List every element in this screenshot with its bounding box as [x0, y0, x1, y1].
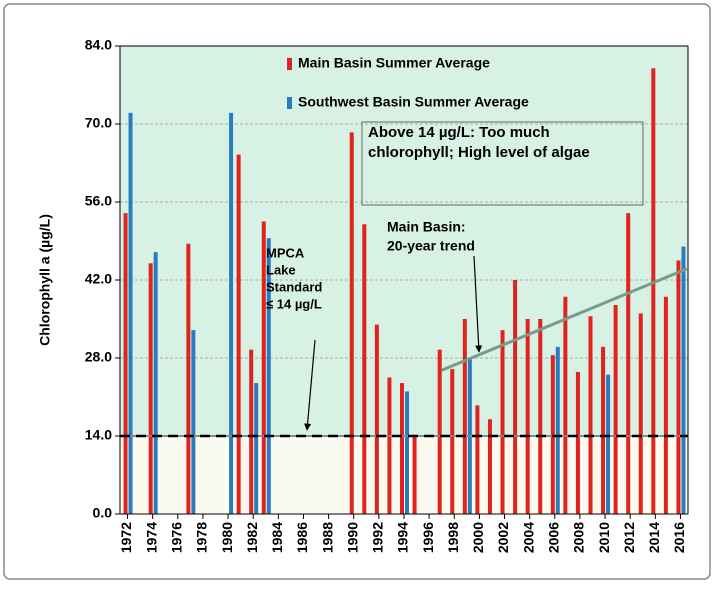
bar — [613, 305, 618, 514]
bar — [186, 243, 191, 515]
x-tick-label: 1982 — [244, 522, 260, 553]
bar — [405, 391, 409, 514]
legend-label: Southwest Basin Summer Average — [298, 94, 529, 110]
bar — [555, 346, 560, 514]
bar — [249, 349, 254, 514]
y-tick-label: 70.0 — [85, 115, 112, 131]
y-tick-label: 0.0 — [93, 505, 113, 521]
bar — [606, 374, 611, 514]
bar — [254, 383, 259, 514]
plot-upper — [120, 46, 688, 436]
bar — [626, 213, 631, 514]
trend-line — [441, 267, 688, 372]
standard-arrow — [303, 339, 316, 431]
x-tick-label: 2000 — [470, 522, 486, 553]
x-tick-label: 1972 — [118, 522, 134, 553]
x-tick-label: 1988 — [319, 522, 335, 553]
y-tick-label: 28.0 — [85, 349, 112, 365]
trend-arrow — [473, 255, 483, 353]
bar — [191, 330, 196, 514]
x-tick-label: 1976 — [169, 522, 185, 553]
bar — [462, 319, 467, 514]
y-tick-label: 56.0 — [85, 193, 112, 209]
bar — [412, 436, 417, 514]
bar — [500, 330, 505, 514]
bar — [229, 112, 234, 514]
x-tick-label: 1996 — [420, 522, 436, 553]
annotation-text: Above 14 µg/L: Too much — [368, 124, 550, 141]
bar — [400, 383, 404, 514]
annotation-text: chlorophyll; High level of algae — [368, 144, 590, 161]
bar — [349, 132, 354, 514]
y-tick-label: 84.0 — [85, 37, 112, 53]
bar — [563, 296, 568, 514]
bar — [374, 324, 379, 514]
bar — [362, 224, 367, 515]
legend-swatch — [287, 97, 292, 109]
plot-border — [119, 45, 689, 515]
standard-label: ≤ 14 µg/L — [266, 296, 322, 311]
bar — [651, 68, 656, 515]
x-tick-label: 1986 — [294, 522, 310, 553]
y-tick-label: 14.0 — [85, 427, 112, 443]
bar — [261, 221, 266, 514]
bar — [236, 154, 241, 514]
y-axis-label: Chlorophyll a (µg/L) — [37, 214, 53, 346]
x-tick-label: 2008 — [571, 522, 587, 553]
annotation-box — [361, 121, 644, 206]
standard-label: MPCA — [266, 245, 305, 260]
x-tick-label: 1984 — [269, 522, 285, 553]
bar — [681, 246, 686, 515]
bar — [638, 313, 643, 514]
legend-label: Main Basin Summer Average — [298, 55, 490, 71]
trend-label: 20-year trend — [387, 238, 475, 254]
bar — [153, 252, 158, 514]
bar — [663, 296, 668, 514]
x-tick-label: 1998 — [445, 522, 461, 553]
bar — [601, 346, 606, 514]
bar — [266, 238, 271, 514]
bar — [538, 319, 543, 514]
bar — [450, 369, 455, 514]
x-tick-label: 1974 — [143, 522, 159, 553]
x-tick-label: 1992 — [370, 522, 386, 553]
x-tick-label: 1978 — [194, 522, 210, 553]
bar — [525, 319, 530, 514]
bar — [487, 419, 492, 514]
standard-label: Lake — [266, 262, 296, 277]
bar — [437, 349, 442, 514]
x-tick-label: 2002 — [495, 522, 511, 553]
x-tick-label: 1990 — [344, 522, 360, 553]
legend-swatch — [287, 58, 292, 70]
bar — [513, 280, 518, 514]
x-tick-label: 1994 — [395, 522, 411, 553]
bar — [148, 263, 153, 514]
bar — [588, 316, 593, 514]
bar — [123, 213, 128, 514]
bar — [676, 260, 681, 514]
bar — [575, 371, 580, 514]
x-tick-label: 1980 — [219, 522, 235, 553]
x-tick-label: 2006 — [545, 522, 561, 553]
x-tick-label: 2012 — [621, 522, 637, 553]
bar — [550, 355, 555, 514]
standard-label: Standard — [266, 279, 322, 294]
x-tick-label: 2016 — [671, 522, 687, 553]
x-tick-label: 2004 — [520, 522, 536, 553]
x-tick-label: 2014 — [646, 522, 662, 553]
y-tick-label: 42.0 — [85, 271, 112, 287]
bar — [128, 112, 133, 514]
trend-label: Main Basin: — [387, 219, 466, 235]
x-tick-label: 2010 — [596, 522, 612, 553]
bar — [387, 377, 392, 514]
bar — [475, 405, 480, 514]
